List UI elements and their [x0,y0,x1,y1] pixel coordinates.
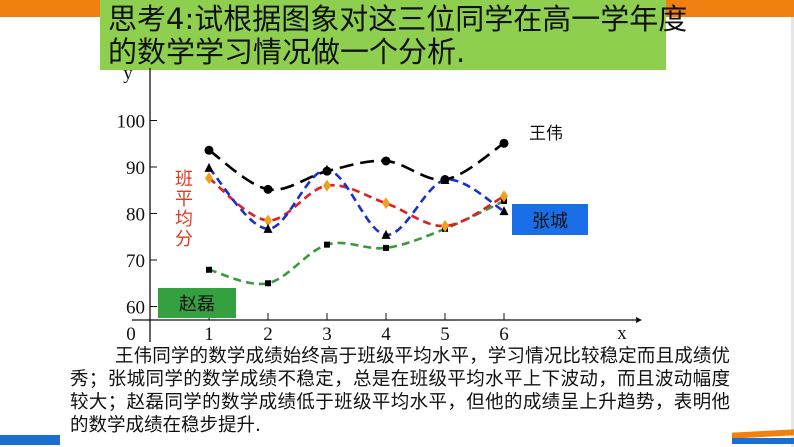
marker-square [265,280,271,287]
series-line-1 [208,167,505,237]
series-line-0 [208,142,505,192]
marker-circle [381,156,391,166]
label-wang-wei: 王伟 [529,124,563,144]
x-tick-label: 2 [263,324,273,345]
x-tick-label: 6 [499,324,509,345]
marker-diamond [323,179,331,192]
series-line-2 [208,177,505,228]
label-class-average: 班平均分 [175,169,193,250]
label-zhang-cheng: 张城 [512,204,588,235]
marker-circle [322,166,332,176]
series-line-3 [208,199,505,286]
x-tick-label: 5 [440,324,450,345]
marker-circle [263,184,273,194]
y-tick-label: 60 [126,298,145,319]
y-tick-label: 90 [126,158,145,179]
y-tick-label: 70 [126,251,145,272]
slide-edge [791,17,794,447]
marker-circle [499,138,509,148]
title-line-1: 思考4:试根据图象对这三位同学在高一学年度 [108,2,688,36]
origin-label: 0 [126,324,136,345]
marker-diamond [264,214,272,227]
bottom-left-accent [0,435,60,445]
marker-square [324,241,330,248]
question-title-box: 思考4:试根据图象对这三位同学在高一学年度 的数学学习情况做一个分析. [100,0,687,70]
marker-circle [440,175,450,185]
title-line-2: 的数学学习情况做一个分析. [108,35,466,69]
y-axis-label: y [123,63,133,84]
x-axis-label: x [617,323,627,344]
bottom-right-accent-blue [732,438,794,444]
marker-triangle [263,223,273,233]
marker-square [206,266,212,273]
x-tick-label: 4 [381,324,391,345]
label-zhao-lei: 赵磊 [158,288,236,318]
marker-circle [204,145,214,155]
marker-triangle [204,162,214,172]
marker-triangle [499,206,509,216]
marker-square [383,244,389,251]
marker-triangle [381,229,391,239]
marker-diamond [500,190,508,203]
x-tick-label: 1 [204,324,214,345]
x-axis-arrow [636,317,642,323]
y-tick-label: 100 [117,112,146,133]
marker-diamond [205,172,213,185]
marker-diamond [441,220,449,233]
analysis-paragraph: 王伟同学的数学成绩始终高于班级平均水平，学习情况比较稳定而且成绩优秀；张城同学的… [70,346,730,436]
marker-diamond [382,197,390,210]
x-tick-label: 3 [322,324,332,345]
y-tick-label: 80 [126,205,145,226]
